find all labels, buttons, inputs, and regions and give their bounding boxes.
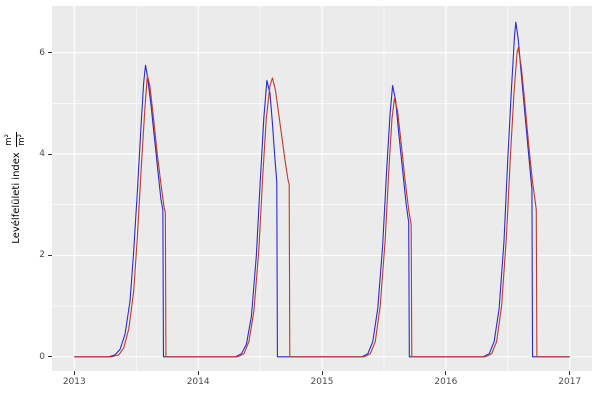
line-series-red bbox=[74, 47, 570, 358]
x-tick-mark bbox=[73, 371, 75, 375]
x-tick-label: 2016 bbox=[434, 377, 458, 387]
unit-numerator: m² bbox=[4, 133, 15, 146]
x-tick-label: 2015 bbox=[310, 377, 334, 387]
y-tick-label: 2 bbox=[39, 250, 45, 261]
y-tick-mark bbox=[48, 52, 52, 54]
y-tick-label: 4 bbox=[39, 149, 45, 160]
unit-denominator: m² bbox=[16, 133, 27, 146]
chart-canvas bbox=[52, 6, 592, 371]
x-tick-mark bbox=[445, 371, 447, 375]
x-tick-label: 2017 bbox=[558, 377, 582, 387]
x-tick-mark bbox=[197, 371, 199, 375]
y-axis-label-text: Levélfelületi index bbox=[10, 152, 22, 244]
x-tick-mark bbox=[321, 371, 323, 375]
y-axis-label: Levélfelületi index m² m² bbox=[0, 103, 33, 273]
line-series-blue bbox=[74, 21, 570, 358]
plot-panel bbox=[52, 6, 592, 371]
y-tick-mark bbox=[48, 356, 52, 358]
x-tick-label: 2013 bbox=[62, 377, 86, 387]
y-tick-mark bbox=[48, 153, 52, 155]
x-tick-mark bbox=[569, 371, 571, 375]
x-tick-label: 2014 bbox=[186, 377, 210, 387]
y-tick-mark bbox=[48, 254, 52, 256]
y-tick-label: 0 bbox=[39, 351, 45, 362]
y-tick-label: 6 bbox=[39, 47, 45, 58]
y-axis-unit-fraction: m² m² bbox=[4, 132, 27, 148]
